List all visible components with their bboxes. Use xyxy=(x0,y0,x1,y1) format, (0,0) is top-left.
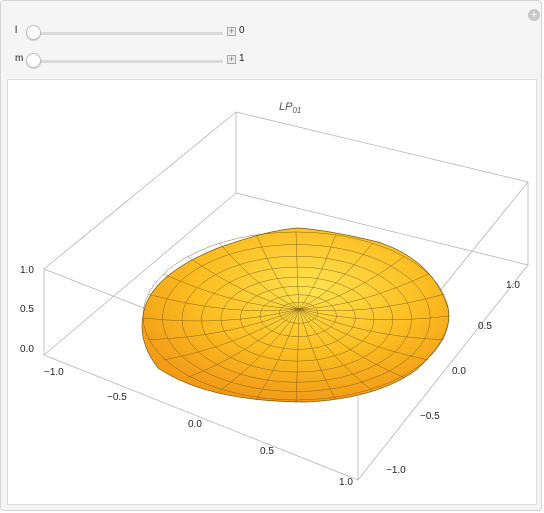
x-tick-label: −0.5 xyxy=(107,392,127,403)
y-tick-label: 0.0 xyxy=(452,366,466,377)
y-tick-label: −1.0 xyxy=(386,465,406,476)
z-axis-ticks: 1.0 0.5 0.0 xyxy=(20,265,34,355)
x-tick-label: 0.0 xyxy=(188,419,202,430)
mesh-radial-line xyxy=(298,308,444,340)
mesh-radial-line xyxy=(219,243,300,310)
slider-l-track[interactable] xyxy=(35,32,223,35)
x-axis-ticks: −1.0 −0.5 0.0 0.5 1.0 xyxy=(44,367,353,488)
z-tick-label: 0.0 xyxy=(20,344,34,355)
mesh-radial-line xyxy=(163,308,300,361)
mesh-radial-line xyxy=(298,234,336,310)
x-tick-label: 0.5 xyxy=(260,446,274,457)
mesh-radial-line xyxy=(295,308,300,403)
mesh-ring-line xyxy=(201,266,393,373)
mesh-ring-line xyxy=(142,231,450,401)
slider-row-m: m + 1 xyxy=(1,51,301,71)
plot-title: LP01 xyxy=(279,101,301,115)
mesh-radial-line xyxy=(298,308,373,391)
options-plus-icon[interactable]: + xyxy=(528,9,540,21)
x-tick-label: −1.0 xyxy=(44,367,64,378)
slider-m-track[interactable] xyxy=(35,60,223,63)
slider-m-label: m xyxy=(15,53,24,64)
slider-m-thumb[interactable] xyxy=(26,53,41,68)
y-tick-label: 0.5 xyxy=(478,321,492,332)
slider-m-expand-icon[interactable]: + xyxy=(227,54,236,64)
mesh-ring-line xyxy=(162,244,431,392)
x-tick-label: 1.0 xyxy=(339,477,353,488)
mesh-ring-line xyxy=(181,255,412,383)
y-tick-label: −0.5 xyxy=(420,411,440,422)
mesh-radial-line xyxy=(298,256,405,310)
mesh-ring-line xyxy=(240,286,356,350)
slider-l-thumb[interactable] xyxy=(26,25,41,40)
mesh-radial-line xyxy=(148,308,300,340)
plot-bounding-box xyxy=(43,111,529,481)
mesh-radial-line xyxy=(256,308,300,400)
mesh-radial-line xyxy=(298,243,373,310)
mesh-radial-line xyxy=(219,308,300,391)
surface-plot[interactable]: LP01 1.0 0.5 0.0 −1.0 −0.5 0.0 0.5 1.0 1… xyxy=(8,80,536,504)
mesh-radial-line xyxy=(163,273,300,310)
y-axis-ticks: 1.0 0.5 0.0 −0.5 −1.0 xyxy=(386,280,520,476)
plot-area[interactable]: LP01 1.0 0.5 0.0 −1.0 −0.5 0.0 0.5 1.0 1… xyxy=(7,79,537,505)
mesh-radial-line xyxy=(298,273,429,310)
mesh-ring-line xyxy=(220,276,375,362)
slider-l-label: l xyxy=(15,25,18,36)
mesh-radial-line xyxy=(295,231,300,310)
mesh-radial-line xyxy=(298,308,405,378)
mesh-radial-line xyxy=(256,234,300,310)
z-tick-label: 1.0 xyxy=(20,265,34,276)
mesh-radial-line xyxy=(298,308,429,361)
mesh-radial-line xyxy=(187,308,300,378)
mesh-ring-line xyxy=(279,302,318,324)
slider-l-value: 0 xyxy=(239,25,245,36)
slider-l-expand-icon[interactable]: + xyxy=(227,26,236,36)
y-tick-label: 1.0 xyxy=(506,280,520,291)
slider-m-value: 1 xyxy=(239,53,245,64)
mesh-ring-line xyxy=(259,294,337,337)
surface-mesh-lines xyxy=(142,231,450,403)
mesh-radial-line xyxy=(298,308,336,400)
z-tick-label: 0.5 xyxy=(20,304,34,315)
mesh-radial-line xyxy=(187,256,300,310)
slider-row-l: l + 0 xyxy=(1,23,301,43)
